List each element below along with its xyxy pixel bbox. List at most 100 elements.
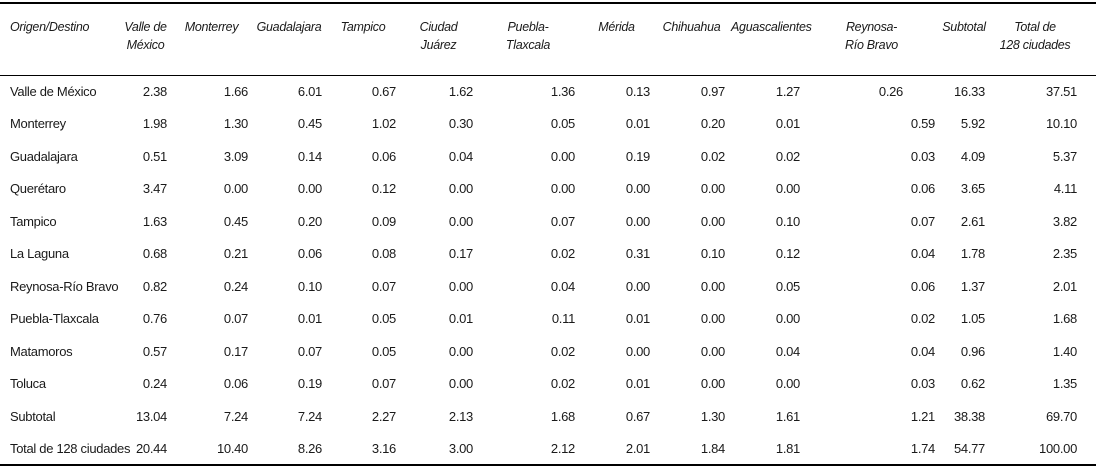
table-cell: 1.21 bbox=[910, 408, 935, 424]
table-cell: 69.70 bbox=[1045, 408, 1077, 424]
column-header: Ciudad Juárez bbox=[419, 20, 458, 52]
table-cell: 0.67 bbox=[371, 83, 396, 99]
table-cell: 1.68 bbox=[550, 408, 575, 424]
table-cell: 0.06 bbox=[297, 246, 322, 262]
row-label: Matamoros bbox=[10, 343, 73, 359]
table-cell: 0.05 bbox=[371, 343, 396, 359]
table-cell: 0.02 bbox=[550, 376, 575, 392]
table-cell: 0.00 bbox=[700, 311, 725, 327]
row-label: Tampico bbox=[10, 213, 57, 229]
table-cell: 3.16 bbox=[371, 441, 396, 457]
corner-header: Origen/Destino bbox=[10, 20, 90, 34]
table-cell: 1.78 bbox=[960, 246, 985, 262]
table-cell: 0.00 bbox=[625, 213, 650, 229]
table-cell: 16.33 bbox=[953, 83, 985, 99]
table-cell: 1.37 bbox=[960, 278, 985, 294]
table-cell: 1.98 bbox=[142, 116, 167, 132]
table-cell: 13.04 bbox=[135, 408, 167, 424]
table-cell: 0.59 bbox=[910, 116, 935, 132]
column-header: Chihuahua bbox=[662, 20, 721, 34]
table-cell: 0.00 bbox=[448, 181, 473, 197]
table-cell: 0.04 bbox=[550, 278, 575, 294]
table-cell: 4.11 bbox=[1053, 181, 1077, 197]
table-cell: 2.61 bbox=[960, 213, 985, 229]
table-cell: 0.12 bbox=[775, 246, 800, 262]
table-cell: 0.51 bbox=[142, 148, 167, 164]
table-cell: 0.05 bbox=[775, 278, 800, 294]
table-cell: 3.82 bbox=[1052, 213, 1077, 229]
row-label: Subtotal bbox=[10, 408, 56, 424]
table-cell: 0.00 bbox=[700, 278, 725, 294]
table-cell: 0.09 bbox=[371, 213, 396, 229]
table-cell: 0.00 bbox=[448, 343, 473, 359]
table-cell: 0.97 bbox=[700, 83, 725, 99]
table-cell: 0.02 bbox=[700, 148, 725, 164]
table-cell: 2.27 bbox=[371, 408, 396, 424]
table-row: Tampico 1.63 0.45 0.20 0.09 0.00 0.07 0.00 0.00 0… bbox=[8, 205, 1081, 238]
table-cell: 2.12 bbox=[550, 441, 575, 457]
table-cell: 0.08 bbox=[371, 246, 396, 262]
table-cell: 0.00 bbox=[775, 311, 800, 327]
table-cell: 0.00 bbox=[700, 376, 725, 392]
table-cell: 7.24 bbox=[223, 408, 248, 424]
table-cell: 2.13 bbox=[448, 408, 473, 424]
row-label: Valle de México bbox=[10, 83, 97, 99]
table-cell: 5.92 bbox=[960, 116, 985, 132]
table-cell: 0.06 bbox=[223, 376, 248, 392]
table-cell: 0.67 bbox=[625, 408, 650, 424]
table-cell: 0.01 bbox=[625, 376, 650, 392]
row-label: Reynosa-Río Bravo bbox=[10, 278, 119, 294]
table-cell: 1.27 bbox=[775, 83, 800, 99]
table-cell: 1.81 bbox=[775, 441, 800, 457]
table-row: Total de 128 ciudades 20.44 10.40 8.26 3.16 3… bbox=[8, 433, 1081, 466]
column-header: Guadalajara bbox=[256, 20, 322, 34]
table-row: Toluca 0.24 0.06 0.19 0.07 0.00 0.02 0.01 0.00 0.… bbox=[8, 368, 1081, 401]
table-row: Subtotal 13.04 7.24 7.24 2.27 2.13 1.68 0.67 1.3… bbox=[8, 400, 1081, 433]
table-cell: 0.00 bbox=[448, 278, 473, 294]
table-row: La Laguna 0.68 0.21 0.06 0.08 0.17 0.02 0.31 0.1… bbox=[8, 238, 1081, 271]
table-cell: 1.62 bbox=[448, 83, 473, 99]
bottom-rule bbox=[0, 464, 1096, 466]
column-header: Mérida bbox=[598, 20, 635, 34]
table-cell: 3.47 bbox=[142, 181, 167, 197]
table-cell: 2.01 bbox=[1052, 278, 1077, 294]
table-cell: 8.26 bbox=[297, 441, 322, 457]
table-cell: 0.14 bbox=[297, 148, 322, 164]
table-cell: 0.96 bbox=[960, 343, 985, 359]
table-row: Valle de México 2.38 1.66 6.01 0.67 1.62 1.36 0… bbox=[8, 75, 1081, 108]
column-header: Monterrey bbox=[184, 20, 239, 34]
table-cell: 0.00 bbox=[700, 343, 725, 359]
table-cell: 0.12 bbox=[371, 181, 396, 197]
table-cell: 2.38 bbox=[142, 83, 167, 99]
row-label: Toluca bbox=[10, 376, 46, 392]
row-label: Querétaro bbox=[10, 181, 66, 197]
table-cell: 1.61 bbox=[775, 408, 800, 424]
table-cell: 0.31 bbox=[625, 246, 650, 262]
table-cell: 0.00 bbox=[448, 376, 473, 392]
table-cell: 0.00 bbox=[223, 181, 248, 197]
table-row: Reynosa-Río Bravo 0.82 0.24 0.10 0.07 0.00 0.0… bbox=[8, 270, 1081, 303]
table-row: Monterrey 1.98 1.30 0.45 1.02 0.30 0.05 0.01 0.2… bbox=[8, 108, 1081, 141]
table-cell: 0.04 bbox=[775, 343, 800, 359]
table-cell: 0.07 bbox=[550, 213, 575, 229]
table-cell: 0.05 bbox=[371, 311, 396, 327]
column-header: Reynosa- Río Bravo bbox=[845, 20, 898, 52]
table-cell: 0.19 bbox=[625, 148, 650, 164]
table-cell: 1.66 bbox=[223, 83, 248, 99]
top-rule bbox=[0, 2, 1096, 4]
table-cell: 5.37 bbox=[1052, 148, 1077, 164]
table-cell: 0.06 bbox=[371, 148, 396, 164]
table-cell: 0.45 bbox=[297, 116, 322, 132]
table-cell: 7.24 bbox=[297, 408, 322, 424]
table-cell: 0.00 bbox=[625, 278, 650, 294]
table-cell: 3.09 bbox=[223, 148, 248, 164]
table-cell: 0.01 bbox=[448, 311, 473, 327]
table-cell: 100.00 bbox=[1039, 441, 1077, 457]
table-cell: 0.07 bbox=[297, 343, 322, 359]
table-cell: 0.17 bbox=[223, 343, 248, 359]
table-cell: 0.10 bbox=[297, 278, 322, 294]
table-cell: 0.00 bbox=[775, 181, 800, 197]
row-label: La Laguna bbox=[10, 246, 69, 262]
column-header: Tampico bbox=[340, 20, 386, 34]
table-cell: 0.24 bbox=[223, 278, 248, 294]
